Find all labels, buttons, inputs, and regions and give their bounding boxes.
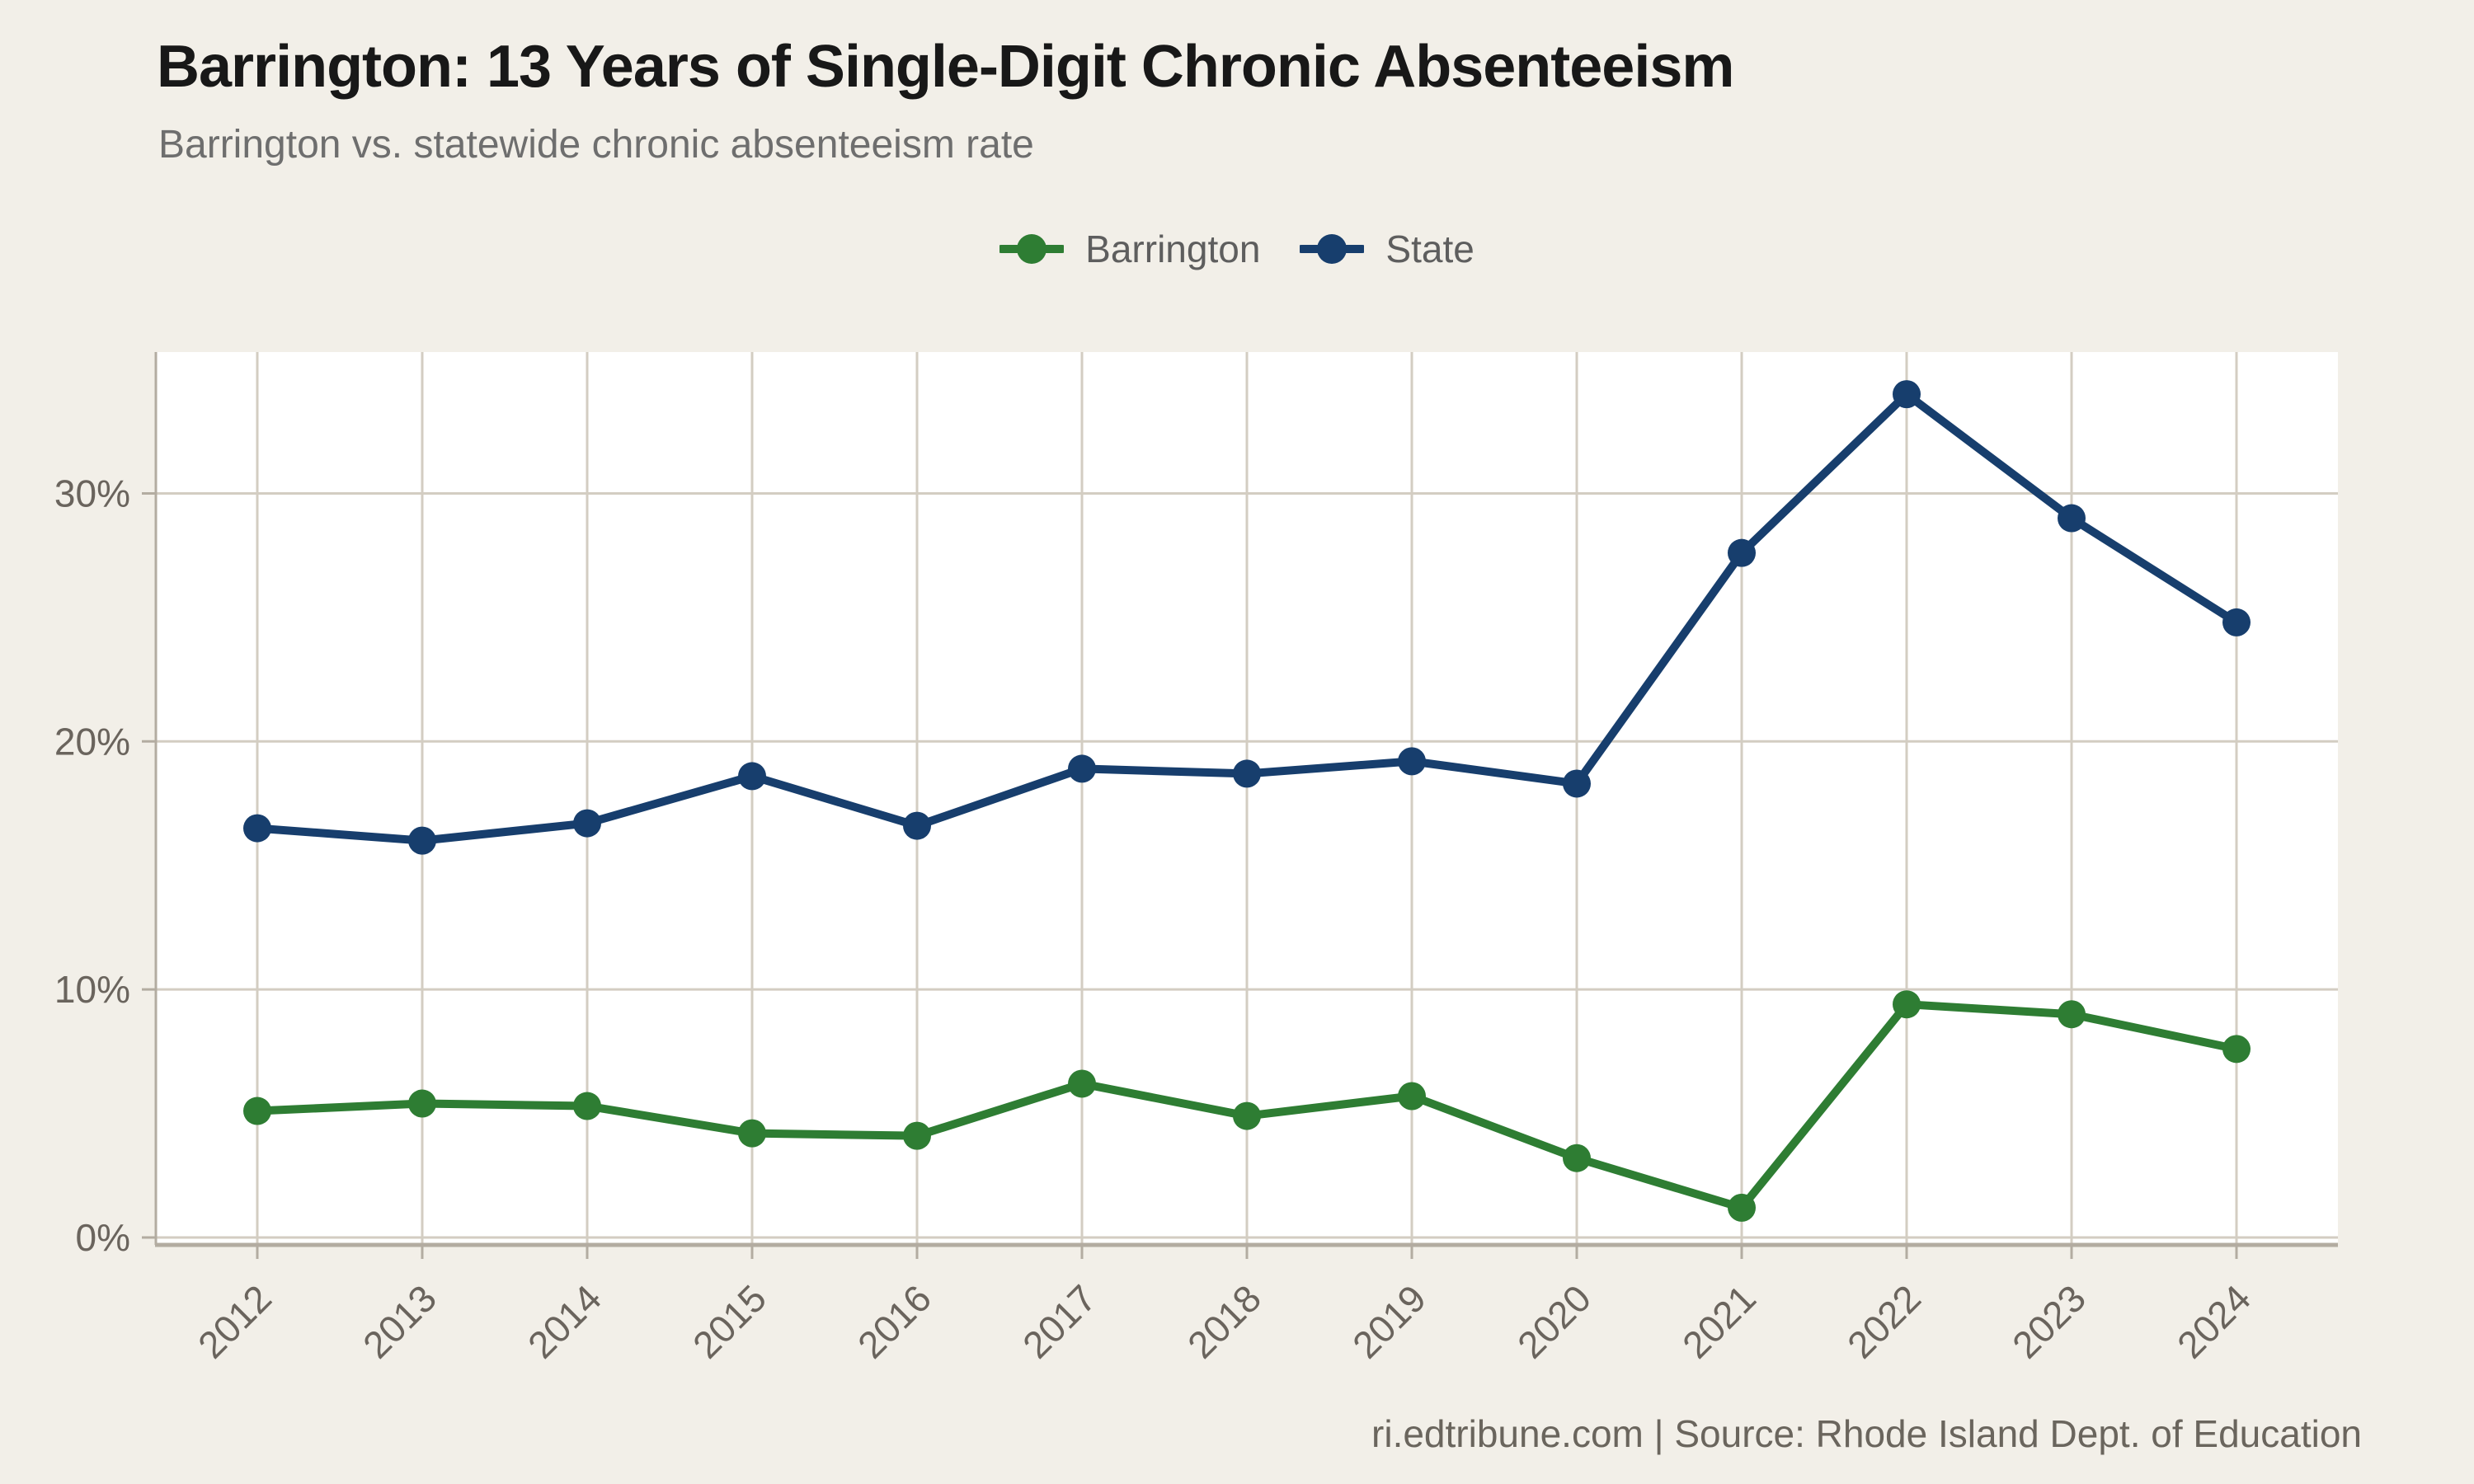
svg-text:2023: 2023 xyxy=(2004,1276,2094,1366)
chart-title: Barrington: 13 Years of Single-Digit Chr… xyxy=(157,34,1734,100)
svg-text:2022: 2022 xyxy=(1839,1276,1929,1366)
svg-text:2014: 2014 xyxy=(520,1276,609,1366)
svg-text:2015: 2015 xyxy=(684,1276,774,1366)
svg-text:2012: 2012 xyxy=(190,1276,280,1366)
svg-text:2021: 2021 xyxy=(1674,1276,1764,1366)
svg-text:2017: 2017 xyxy=(1014,1276,1104,1366)
svg-text:10%: 10% xyxy=(54,968,130,1011)
svg-text:20%: 20% xyxy=(54,720,130,763)
legend-item-barrington: Barrington xyxy=(999,227,1260,271)
svg-text:0%: 0% xyxy=(76,1216,130,1259)
legend-label-state: State xyxy=(1385,228,1475,270)
state-line-marker-icon xyxy=(1300,234,1365,264)
svg-text:30%: 30% xyxy=(54,472,130,514)
svg-text:2016: 2016 xyxy=(849,1276,939,1366)
legend-item-state: State xyxy=(1300,227,1475,271)
barrington-line-marker-icon xyxy=(999,234,1065,264)
svg-text:2018: 2018 xyxy=(1179,1276,1269,1366)
legend: Barrington State xyxy=(0,216,2474,282)
footer-credit: ri.edtribune.com | Source: Rhode Island … xyxy=(1371,1412,2362,1455)
legend-label-barrington: Barrington xyxy=(1085,228,1261,270)
chart-subtitle: Barrington vs. statewide chronic absente… xyxy=(158,123,1034,167)
svg-text:2019: 2019 xyxy=(1344,1276,1434,1366)
svg-text:2020: 2020 xyxy=(1509,1276,1599,1366)
svg-text:2013: 2013 xyxy=(355,1276,444,1366)
svg-text:2024: 2024 xyxy=(2169,1276,2259,1366)
